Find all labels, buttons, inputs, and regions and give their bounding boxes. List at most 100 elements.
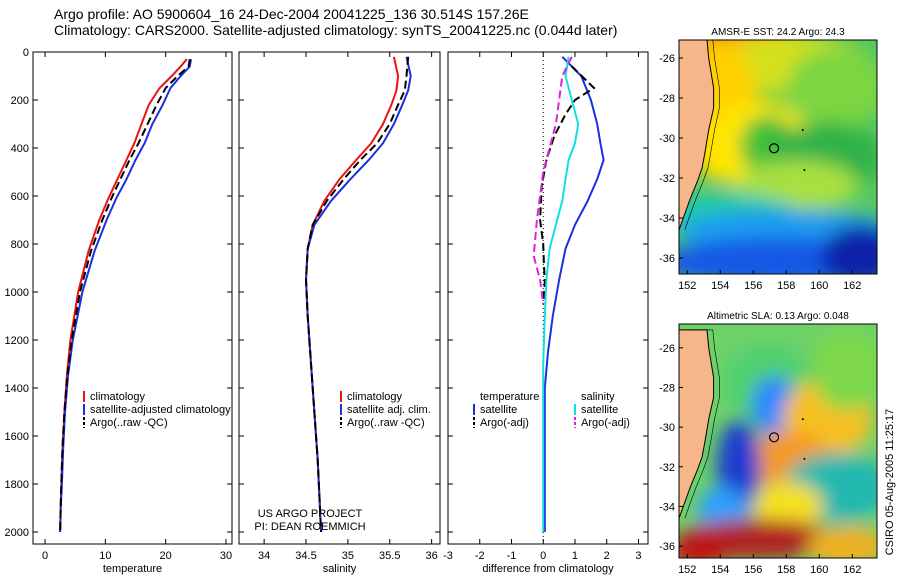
legend-label: satellite-adjusted climatology bbox=[90, 404, 231, 416]
project-credit-line2: PI: DEAN ROEMMICH bbox=[254, 521, 365, 533]
x-tick-label: 162 bbox=[843, 280, 861, 292]
x-tick-label: 34.5 bbox=[295, 550, 316, 562]
x-tick-label: 0 bbox=[42, 550, 48, 562]
x-tick-label: 162 bbox=[843, 564, 861, 576]
legend-label: Argo(-adj) bbox=[480, 417, 529, 429]
series-line-argo-raw-qc- bbox=[59, 59, 191, 533]
field-patch bbox=[821, 225, 877, 274]
timestamp-label: CSIRO 05-Aug-2005 11:25:17 bbox=[884, 409, 896, 556]
y-tick-label: -30 bbox=[659, 422, 675, 434]
difference-panel: -3 -2 -1 0 1 2 3 difference from climatology tem… bbox=[443, 51, 649, 575]
y-tick-label: -28 bbox=[659, 93, 675, 105]
shelf-contour bbox=[684, 329, 720, 519]
x-tick-label: 152 bbox=[678, 564, 696, 576]
y-tick-label: -36 bbox=[659, 541, 675, 553]
x-axis-label: difference from climatology bbox=[482, 563, 614, 575]
float-position-marker bbox=[768, 143, 780, 154]
x-tick-label: 160 bbox=[810, 564, 828, 576]
y-tick-label: -26 bbox=[659, 343, 675, 355]
legend-label: satellite adj. clim. bbox=[347, 404, 431, 416]
series-line-satellite bbox=[542, 56, 580, 532]
y-tick-label: -36 bbox=[659, 253, 675, 265]
legend-label: satellite bbox=[480, 404, 517, 416]
x-tick-label: 156 bbox=[744, 280, 762, 292]
shelf-contour bbox=[684, 40, 720, 231]
plot-frame bbox=[447, 51, 649, 545]
y-tick-label: -30 bbox=[659, 133, 675, 145]
y-tick-label: 1000 bbox=[5, 287, 29, 299]
y-tick-label: 400 bbox=[11, 143, 29, 155]
y-tick-label: 1800 bbox=[5, 479, 29, 491]
series-line-satellite bbox=[543, 56, 605, 532]
x-tick-label: 20 bbox=[160, 550, 172, 562]
y-tick-label: -34 bbox=[659, 501, 675, 513]
x-tick-label: 152 bbox=[678, 280, 696, 292]
field-patch bbox=[752, 481, 823, 532]
float-track-dot bbox=[803, 457, 806, 460]
sst-map: 152 154 156 158 160 162 -26 -28 -30 -32 -34 -36 AMSR… bbox=[659, 27, 878, 292]
map-frame bbox=[678, 39, 878, 275]
y-tick-label: 2000 bbox=[5, 527, 29, 539]
x-tick-label: -3 bbox=[443, 550, 453, 562]
y-tick-label: 1200 bbox=[5, 335, 29, 347]
x-tick-label: 35.5 bbox=[379, 550, 400, 562]
x-tick-label: -2 bbox=[475, 550, 485, 562]
sla-map: 152 154 156 158 160 162 -26 -28 -30 -32 -34 -36 Alti… bbox=[659, 311, 878, 576]
x-axis-label: temperature bbox=[103, 563, 162, 575]
series-line-argo-raw-qc- bbox=[304, 56, 410, 533]
y-tick-label: 800 bbox=[11, 239, 29, 251]
x-tick-label: 36 bbox=[426, 550, 438, 562]
land-mass bbox=[679, 40, 714, 230]
map-frame bbox=[678, 323, 878, 559]
legend-heading: temperature bbox=[480, 391, 539, 403]
land-mass bbox=[679, 329, 714, 519]
legend-label: Argo(-adj) bbox=[581, 417, 630, 429]
x-axis-label: salinity bbox=[323, 563, 357, 575]
legend-label: Argo(..raw -QC) bbox=[90, 417, 168, 429]
float-track-dot bbox=[803, 169, 806, 171]
x-tick-label: 35 bbox=[342, 550, 354, 562]
y-tick-label: 1600 bbox=[5, 431, 29, 443]
x-tick-label: 154 bbox=[711, 280, 729, 292]
map-title: AMSR-E SST: 24.2 Argo: 24.3 bbox=[711, 27, 845, 38]
figure-title-line1: Argo profile: AO 5900604_16 24-Dec-2004 … bbox=[54, 6, 529, 22]
y-tick-label: -32 bbox=[659, 462, 675, 474]
float-track-dot bbox=[801, 418, 804, 421]
field-patch bbox=[812, 330, 877, 411]
legend-label: climatology bbox=[90, 391, 146, 403]
coastline bbox=[679, 40, 715, 231]
y-tick-label: 600 bbox=[11, 191, 29, 203]
x-tick-label: -1 bbox=[507, 550, 517, 562]
legend-label: satellite bbox=[581, 404, 618, 416]
x-tick-label: 154 bbox=[711, 564, 729, 576]
legend-label: Argo(..raw -QC) bbox=[347, 417, 425, 429]
y-tick-label: -34 bbox=[659, 213, 675, 225]
legend-heading: salinity bbox=[581, 391, 615, 403]
series-line-argo-adj- bbox=[532, 56, 573, 305]
x-tick-label: 2 bbox=[604, 550, 610, 562]
y-tick-label: -32 bbox=[659, 173, 675, 185]
float-track-dot bbox=[801, 129, 804, 131]
map-title: Altimetric SLA: 0.13 Argo: 0.048 bbox=[707, 311, 849, 322]
field-patch bbox=[787, 46, 877, 127]
coastline bbox=[679, 329, 715, 519]
x-tick-label: 160 bbox=[810, 280, 828, 292]
x-tick-label: 3 bbox=[635, 550, 641, 562]
y-tick-label: 200 bbox=[11, 95, 29, 107]
y-tick-label: -28 bbox=[659, 382, 675, 394]
x-tick-label: 34 bbox=[258, 550, 270, 562]
project-credit-line1: US ARGO PROJECT bbox=[258, 508, 363, 520]
x-tick-label: 158 bbox=[777, 564, 795, 576]
x-tick-label: 0 bbox=[540, 550, 546, 562]
field-patch bbox=[679, 532, 729, 558]
plot-frame bbox=[238, 51, 441, 545]
x-tick-label: 1 bbox=[572, 550, 578, 562]
x-tick-label: 158 bbox=[777, 280, 795, 292]
y-tick-label: -26 bbox=[659, 53, 675, 65]
x-tick-label: 156 bbox=[744, 564, 762, 576]
figure-title-line2: Climatology: CARS2000. Satellite-adjuste… bbox=[54, 22, 618, 38]
float-position-marker bbox=[768, 432, 780, 443]
plot-frame bbox=[32, 51, 233, 545]
x-tick-label: 10 bbox=[99, 550, 111, 562]
